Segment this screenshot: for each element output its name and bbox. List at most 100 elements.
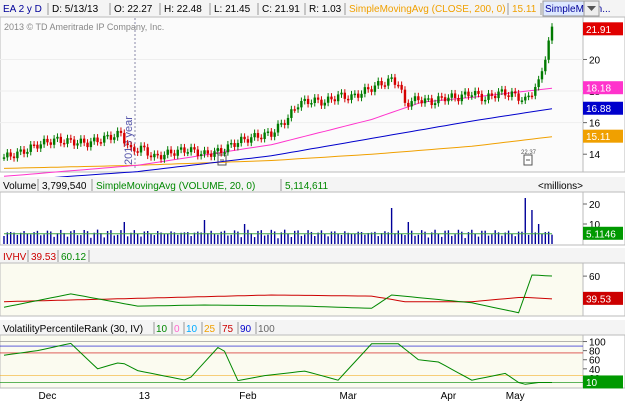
price-candle [26,151,29,154]
event-marker-icon[interactable] [217,154,227,166]
price-candle [99,142,103,144]
x-axis-label-0: Dec [39,391,57,402]
price-candle [199,154,203,157]
study-tab[interactable]: SimpleMovin... [545,4,611,15]
ivhv-tag-bg [583,291,623,305]
price-candle [467,91,470,97]
price-candle [293,109,296,111]
price-candle [203,150,206,155]
sma200-label[interactable]: SimpleMovingAvg (CLOSE, 200, 0) [349,4,506,15]
price-candle [296,107,300,110]
price-candle [66,138,69,144]
vpr-axis-tick-label-3: 40 [589,365,601,376]
price-candle [89,141,93,148]
x-axis-label-4: Apr [441,391,457,402]
price-candle [550,26,554,41]
price-candle [79,138,83,144]
price-candle [336,94,340,102]
price-candle [126,143,129,145]
price-candle [510,91,514,97]
price-candle [303,98,306,101]
price-candle [483,99,487,102]
price-candle [52,138,56,145]
vpr-panel: 1008060402010 [0,334,625,389]
price-candle [72,139,76,146]
price-candle [504,89,507,96]
price-candle [276,123,280,133]
price-candle [240,136,243,144]
price-tag-1-bg [583,81,623,95]
dropdown-arrow-icon[interactable] [583,0,600,17]
price-axis-tick-label-3: 14 [589,150,601,161]
price-candle [393,77,397,85]
price-candle [183,147,186,153]
price-candle [56,136,59,139]
iv-value: 39.53 [31,252,56,263]
price-candle [123,132,126,144]
symbol-period[interactable]: EA 2 y D [3,4,42,15]
price-tag-3-bg [583,129,623,143]
price-candle [383,85,387,87]
price-candle [306,98,310,105]
price-tag-0-bg [583,22,623,36]
price-candle [46,138,49,143]
volume-panel: 20 105.1146 [0,191,625,246]
price-candle [350,94,353,100]
price-candle [196,149,200,157]
price-candle [86,142,89,148]
price-candle [62,142,66,145]
price-candle [420,100,423,104]
price-candle [330,96,333,100]
price-tag-0: 21.91 [586,25,611,36]
price-candle [12,156,16,159]
price-tag-1: 18.18 [586,84,611,95]
price-candle [256,133,260,138]
price-candle [233,143,236,147]
price-candle [493,95,497,99]
volume-units: <millions> [538,181,583,192]
volume-label[interactable]: Volume [3,181,37,192]
vpr-line [3,342,552,385]
vpr-value-0: 10 [156,324,168,335]
ivhv-label[interactable]: IVHV [3,252,27,263]
price-candle [320,99,323,106]
event-marker-icon[interactable] [523,154,533,166]
price-candle [236,143,240,147]
price-candle [430,98,433,106]
price-candle [440,96,443,98]
price-candle [477,91,480,94]
price-candle [213,151,216,157]
price-candle [179,147,183,150]
price-candle [400,84,403,90]
price-candle [139,145,143,153]
price-candle [437,96,440,104]
price-candle [36,144,39,149]
price-candle [32,144,36,147]
price-candle [219,148,223,154]
price-candle [250,137,253,143]
close-value: C: 21.91 [262,4,300,15]
vpr-axis-tick-label-1: 80 [589,347,601,358]
price-candle [163,154,166,160]
hv-value: 60.12 [61,252,86,263]
volume-sma-label[interactable]: SimpleMovingAvg (VOLUME, 20, 0) [96,181,255,192]
vpr-label[interactable]: VolatilityPercentileRank (30, IV) [3,324,143,335]
price-candle [76,143,79,146]
price-candle [480,93,484,102]
price-candle [9,152,12,157]
price-candle [370,89,373,92]
high-value: H: 22.48 [164,4,202,15]
price-candle [159,155,163,160]
price-candle [280,123,283,125]
price-candle [377,81,380,86]
volume-axis-tick-label-0: 20 [589,200,601,211]
price-candle [266,131,270,134]
price-candle [473,91,477,96]
price-candle [487,93,490,100]
price-candle [343,92,347,99]
price-candle [340,92,343,95]
price-candle [463,91,467,95]
price-candle [146,147,149,156]
price-axis-tick-label-0: 20 [589,55,601,66]
